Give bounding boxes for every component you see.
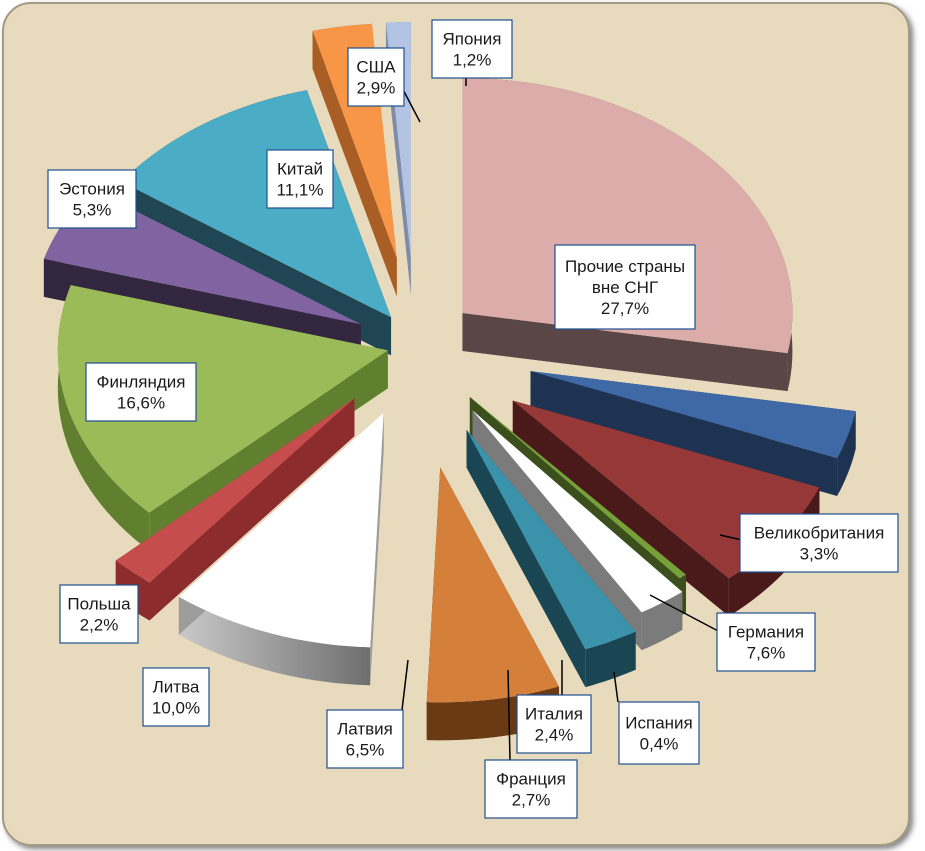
data-label-category: Япония	[442, 30, 501, 49]
data-label-10: Эстония 5,3%	[47, 169, 137, 229]
data-label-box	[554, 244, 696, 330]
data-label-3: Испания 0,4%	[618, 701, 700, 765]
data-label-category: Великобритания	[754, 524, 885, 543]
leader-line	[401, 659, 409, 711]
pie-slice-top	[57, 285, 388, 513]
data-label-category: Испания	[625, 714, 692, 733]
data-label-box	[142, 667, 210, 727]
pie-slice-top	[121, 90, 392, 318]
data-label-category: вне СНГ	[592, 278, 658, 297]
data-label-value: 7,6%	[747, 644, 786, 663]
data-label-11: Китай 11,1%	[266, 149, 334, 209]
data-label-13: Япония 1,2%	[431, 19, 513, 79]
data-label-category: Германия	[728, 623, 804, 642]
data-label-8: Польша 2,2%	[59, 584, 139, 644]
data-label-category: Китай	[277, 160, 323, 179]
pie-slice-top	[472, 410, 683, 613]
pie-slice-top	[466, 429, 636, 650]
pie-slice-side	[178, 596, 371, 686]
pie-slice-5	[466, 429, 636, 688]
data-label-box	[618, 701, 700, 765]
pie-slice-top	[115, 398, 355, 583]
data-label-box	[484, 759, 578, 819]
data-label-category: Прочие страны	[565, 257, 685, 276]
data-label-box	[739, 513, 899, 573]
data-label-4: Италия 2,4%	[516, 694, 592, 754]
data-label-box	[431, 19, 513, 79]
data-label-value: 2,4%	[535, 726, 574, 745]
data-label-value: 5,3%	[73, 201, 112, 220]
leader-line	[649, 594, 721, 633]
pie-slice-7	[178, 412, 384, 686]
data-label-category: Литва	[153, 678, 200, 697]
data-label-category: Италия	[525, 705, 583, 724]
data-label-value: 2,7%	[512, 791, 551, 810]
data-label-2: Германия 7,6%	[716, 612, 816, 672]
data-label-category: США	[356, 58, 396, 77]
data-label-box	[85, 362, 197, 422]
pie-slice-8	[115, 398, 355, 621]
data-label-box	[326, 709, 404, 769]
data-label-0: Прочие страны вне СНГ 27,7%	[554, 244, 696, 330]
data-label-box	[59, 584, 139, 644]
data-label-category: Польша	[67, 595, 131, 614]
data-label-7: Литва 10,0%	[142, 667, 210, 727]
data-label-value: 16,6%	[117, 394, 165, 413]
pie-slice-top	[426, 467, 559, 703]
pie-slice-wall	[462, 313, 788, 392]
data-label-value: 27,7%	[601, 299, 649, 318]
data-label-box	[347, 47, 405, 107]
pie-slice-1	[530, 371, 856, 497]
data-label-value: 10,0%	[152, 699, 200, 718]
pie-slice-wall	[312, 30, 397, 297]
pie-slice-0	[462, 78, 793, 392]
data-label-box	[47, 169, 137, 229]
pie-slice-top	[462, 78, 793, 354]
data-label-value: 11,1%	[277, 181, 324, 200]
data-label-box	[266, 149, 334, 209]
data-label-value: 2,9%	[357, 79, 396, 98]
data-label-category: Франция	[496, 770, 566, 789]
data-label-value: 1,2%	[453, 51, 492, 70]
data-label-category: Латвия	[337, 720, 393, 739]
data-label-value: 0,4%	[640, 735, 679, 754]
leader-line	[507, 669, 511, 761]
data-label-6: Латвия 6,5%	[326, 709, 404, 769]
data-label-category: Эстония	[59, 180, 125, 199]
data-label-value: 6,5%	[346, 741, 385, 760]
pie-slice-top	[530, 371, 856, 459]
pie-slice-wall	[370, 412, 384, 686]
data-label-value: 2,2%	[80, 616, 119, 635]
data-label-box	[516, 694, 592, 754]
data-label-1: Великобритания 3,3%	[739, 513, 899, 573]
pie-slice-wall	[466, 429, 586, 688]
data-label-12: США 2,9%	[347, 47, 405, 107]
pie-slice-top	[469, 396, 686, 579]
data-label-value: 3,3%	[800, 545, 839, 564]
pie-slice-top	[178, 412, 384, 648]
leader-line	[613, 671, 619, 703]
pie-slice-wall	[512, 400, 729, 617]
data-label-9: Финляндия 16,6%	[85, 362, 197, 422]
pie-slice-wall	[530, 371, 838, 497]
data-label-box	[716, 612, 816, 672]
leader-line	[719, 534, 743, 541]
data-label-category: Финляндия	[97, 373, 186, 392]
data-label-5: Франция 2,7%	[484, 759, 578, 819]
